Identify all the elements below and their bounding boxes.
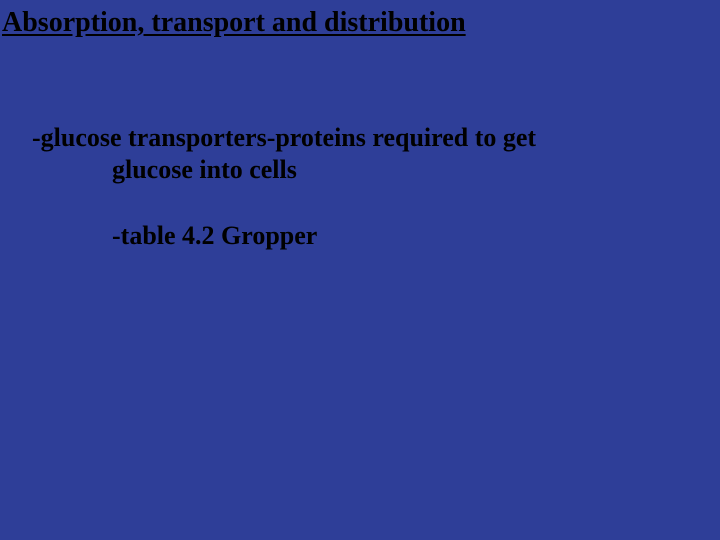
slide-title: Absorption, transport and distribution: [2, 6, 466, 40]
bullet-1-rest: -proteins required to get: [267, 123, 536, 152]
bullet-2: -table 4.2 Gropper: [112, 220, 317, 251]
bullet-1-line-1: -glucose transporters-proteins required …: [32, 122, 536, 153]
bullet-1-key-phrase: glucose transporters: [41, 123, 267, 152]
bullet-prefix: -: [32, 123, 41, 152]
bullet-1-line-2: glucose into cells: [112, 154, 297, 185]
